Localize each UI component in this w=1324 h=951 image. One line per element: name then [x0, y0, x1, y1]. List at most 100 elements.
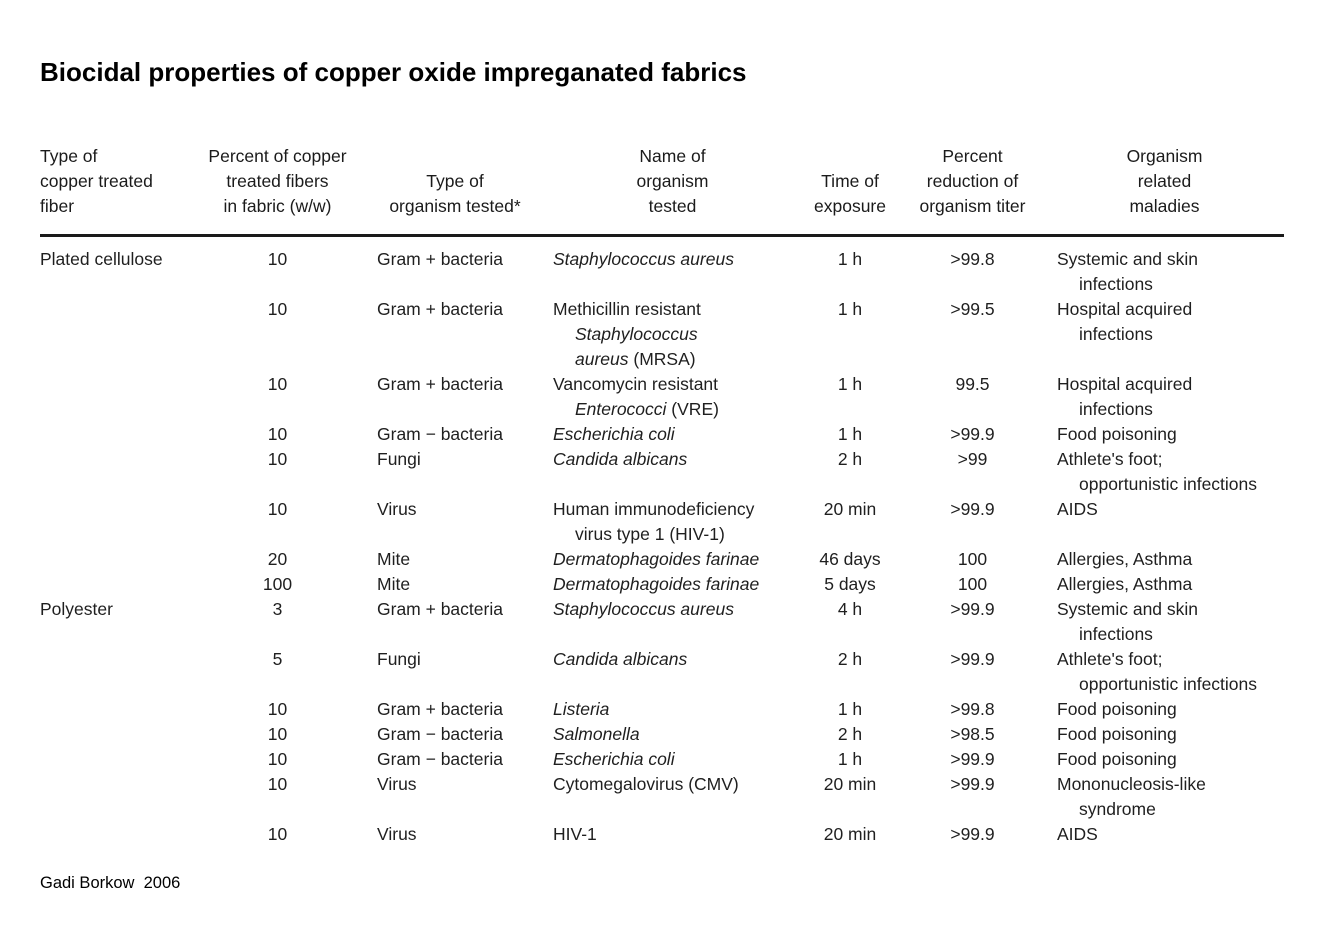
- column-header-exposure-time: Time of exposure: [814, 171, 886, 216]
- table-cell: 1 h: [837, 749, 863, 769]
- column-header-fiber-type: Type of copper treated fiber: [40, 146, 153, 216]
- table-cell: 10: [267, 499, 288, 519]
- table-cell: 5 days: [824, 574, 876, 594]
- table-cell: Allergies, Asthma: [1057, 549, 1193, 569]
- table-cell: Systemic and skin infections: [1057, 599, 1199, 644]
- table-cell: Dermatophagoides farinae: [553, 549, 760, 569]
- table-body: Plated cellulose 10 Gram + bacteria Staphyl…: [40, 236, 1284, 848]
- table-cell: [40, 822, 190, 847]
- table-cell: >99.9: [950, 649, 995, 669]
- table-cell: Allergies, Asthma: [1057, 574, 1193, 594]
- table-cell: 1 h: [837, 374, 863, 394]
- table-cell: Methicillin resistant Staphylococcus aureu…: [553, 299, 701, 369]
- table-cell: Virus: [377, 824, 417, 844]
- table-cell: 20 min: [823, 774, 877, 794]
- table-cell: >99.9: [950, 424, 995, 444]
- biocidal-properties-table: Type of copper treated fiber Percent of …: [40, 140, 1284, 847]
- table-cell: AIDS: [1057, 499, 1098, 519]
- table-cell: Listeria: [553, 699, 610, 719]
- table-cell: 100: [262, 574, 293, 594]
- table-cell: >99.9: [950, 824, 995, 844]
- table-row: 20 Mite Dermatophagoides farinae 46 days 100…: [40, 547, 1284, 572]
- table-cell: >99.9: [950, 499, 995, 519]
- column-header-titer-reduction: Percent reduction of organism titer: [919, 146, 1026, 216]
- table-cell: 10: [267, 699, 288, 719]
- table-cell: >99.9: [950, 599, 995, 619]
- table-cell: 5: [272, 649, 283, 669]
- table-cell: >98.5: [950, 724, 995, 744]
- table-cell: 3: [272, 599, 283, 619]
- table-row: 5 Fungi Candida albicans 2 h >99.9 Athlete's …: [40, 647, 1284, 697]
- table-cell: 20 min: [823, 824, 877, 844]
- table-cell: Human immunodeficiency virus type 1 (HIV-…: [553, 499, 755, 544]
- author-credit: Gadi Borkow 2006: [40, 874, 181, 892]
- table-row: 10 Fungi Candida albicans 2 h >99 Athlete's f…: [40, 447, 1284, 497]
- table-cell: Gram − bacteria: [377, 724, 503, 744]
- table-cell: Food poisoning: [1057, 749, 1177, 769]
- table-cell: Staphylococcus aureus: [553, 249, 734, 269]
- header-row: Type of copper treated fiber Percent of …: [40, 140, 1284, 236]
- table-cell: 10: [267, 749, 288, 769]
- table-row: 10 Virus Human immunodeficiency virus type …: [40, 497, 1284, 547]
- table-cell: Candida albicans: [553, 649, 688, 669]
- table-row: 10 Virus HIV-1 20 min >99.9 AIDS: [40, 822, 1284, 847]
- table-cell: >99: [957, 449, 988, 469]
- table-cell: Hospital acquired infections: [1057, 374, 1193, 419]
- table-cell: 2 h: [837, 449, 863, 469]
- column-header-maladies: Organism related maladies: [1126, 146, 1203, 216]
- table-cell: Hospital acquired infections: [1057, 299, 1193, 344]
- table-cell: [40, 722, 190, 747]
- table-cell: Mite: [377, 549, 411, 569]
- table-cell: 10: [267, 774, 288, 794]
- table-cell: [40, 547, 190, 572]
- table-cell: >99.9: [950, 749, 995, 769]
- column-header-organism-type: Type of organism tested*: [389, 171, 521, 216]
- table-cell: Gram − bacteria: [377, 749, 503, 769]
- table-cell: Athlete's foot; opportunistic infections: [1057, 449, 1258, 494]
- table-cell: >99.8: [950, 699, 995, 719]
- table-cell: Gram + bacteria: [377, 699, 503, 719]
- table-cell: Mononucleosis-like syndrome: [1057, 774, 1206, 819]
- table-cell: 10: [267, 449, 288, 469]
- table-header: Type of copper treated fiber Percent of …: [40, 140, 1284, 236]
- table-cell: [40, 422, 190, 447]
- table-cell: Escherichia coli: [553, 424, 675, 444]
- table-cell: Gram − bacteria: [377, 424, 503, 444]
- table-cell: 1 h: [837, 299, 863, 319]
- table-cell: [40, 497, 190, 547]
- table-cell: Systemic and skin infections: [1057, 249, 1199, 294]
- column-header-copper-percent: Percent of copper treated fibers in fabr…: [208, 146, 347, 216]
- table-cell: Polyester: [40, 599, 113, 619]
- table-row: 10 Virus Cytomegalovirus (CMV) 20 min >99.9 M…: [40, 772, 1284, 822]
- table-cell: 2 h: [837, 649, 863, 669]
- table-cell: 10: [267, 374, 288, 394]
- table-cell: [40, 447, 190, 497]
- table-cell: Gram + bacteria: [377, 374, 503, 394]
- column-header-organism-name: Name of organism tested: [636, 146, 709, 216]
- table-row: Plated cellulose 10 Gram + bacteria Staphyl…: [40, 236, 1284, 298]
- table-row: 10 Gram + bacteria Vancomycin resistant Ent…: [40, 372, 1284, 422]
- table-cell: Candida albicans: [553, 449, 688, 469]
- table-cell: Gram + bacteria: [377, 249, 503, 269]
- table-cell: 1 h: [837, 699, 863, 719]
- table-row: 10 Gram − bacteria Escherichia coli 1 h >99.…: [40, 747, 1284, 772]
- table-cell: Virus: [377, 499, 417, 519]
- table-cell: Gram + bacteria: [377, 599, 503, 619]
- table-cell: Plated cellulose: [40, 249, 163, 269]
- table-cell: Athlete's foot; opportunistic infections: [1057, 649, 1258, 694]
- table-cell: 10: [267, 249, 288, 269]
- table-row: 10 Gram + bacteria Methicillin resistant St…: [40, 297, 1284, 372]
- table-cell: [40, 647, 190, 697]
- table-cell: Fungi: [377, 449, 421, 469]
- table-cell: [40, 297, 190, 372]
- table-row: 10 Gram + bacteria Listeria 1 h >99.8 Food po…: [40, 697, 1284, 722]
- table-cell: Food poisoning: [1057, 424, 1177, 444]
- table-cell: 100: [957, 574, 988, 594]
- table-cell: 20 min: [823, 499, 877, 519]
- table-cell: 10: [267, 824, 288, 844]
- table-cell: 99.5: [955, 374, 990, 394]
- table-cell: Fungi: [377, 649, 421, 669]
- table-cell: [40, 697, 190, 722]
- page-title: Biocidal properties of copper oxide impr…: [40, 57, 747, 87]
